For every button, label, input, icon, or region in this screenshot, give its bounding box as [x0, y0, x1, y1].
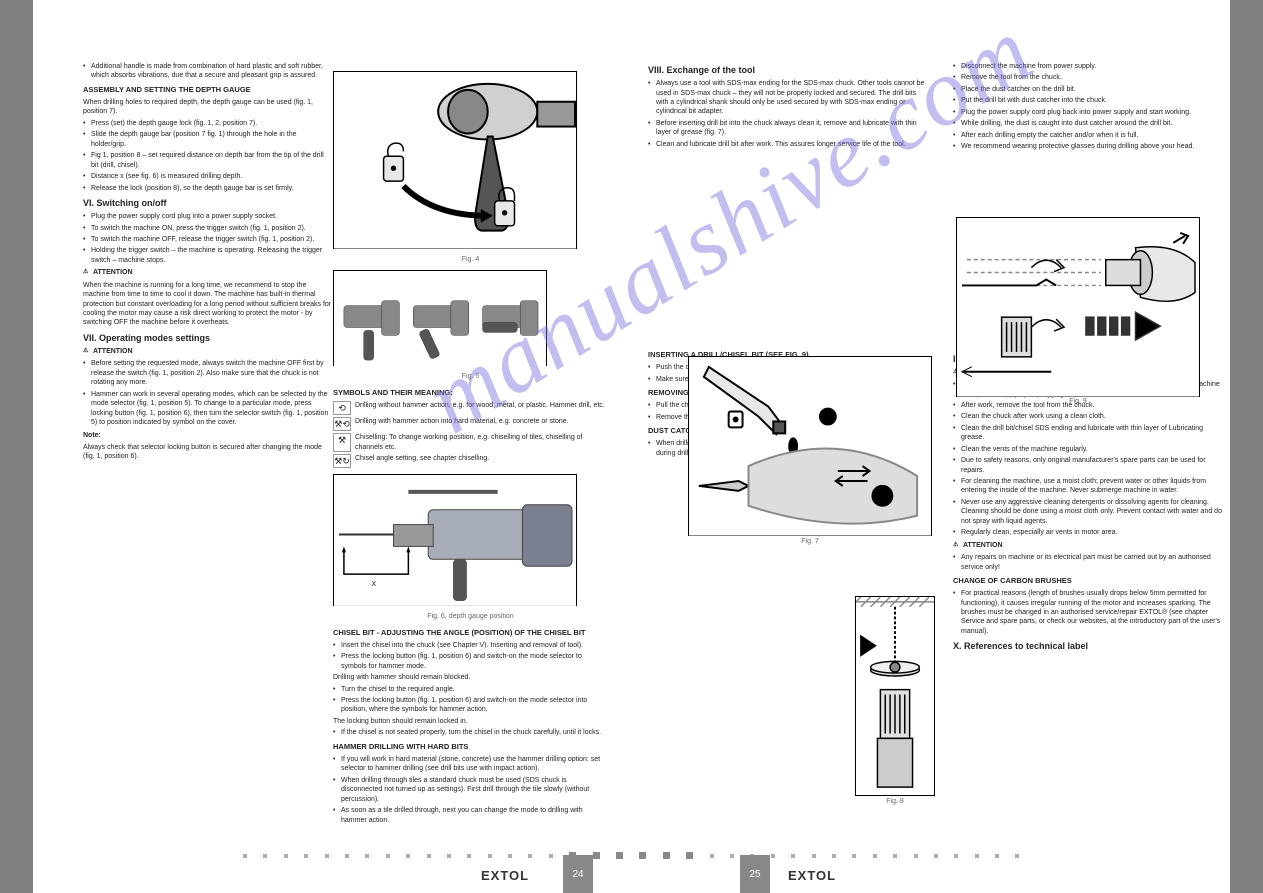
figure-caption: Fig. 7: [688, 538, 932, 545]
para: When drilling holes to required depth, t…: [83, 98, 333, 117]
insert-bit-icon: [957, 218, 1199, 397]
heading: SYMBOLS AND THEIR MEANING:: [333, 388, 608, 398]
para: Any repairs on machine or its electrical…: [953, 553, 1228, 572]
symbol-icon: ⟲: [333, 401, 351, 415]
para: For cleaning the machine, use a moist cl…: [953, 477, 1228, 496]
para: Remove the tool from the chuck.: [953, 73, 1228, 82]
para: Disconnect the machine from power supply…: [953, 62, 1228, 71]
svg-text:x: x: [372, 578, 377, 588]
heading: VII. Operating modes settings: [83, 332, 333, 344]
brand-logo: EXTOL: [481, 868, 529, 883]
symbol-icon: ⚒: [333, 433, 351, 452]
para: Regularly clean, especially air vents in…: [953, 528, 1228, 537]
symbol-label: Drilling without hammer action, e.g. for…: [355, 401, 608, 415]
para: Slide the depth gauge bar (position 7 fi…: [83, 130, 333, 149]
para: Insert the chisel into the chuck (see Ch…: [333, 641, 608, 650]
para: Never use any aggressive cleaning deterg…: [953, 498, 1228, 526]
para: Press the locking button (fig. 1, positi…: [333, 652, 608, 671]
heading: CHISEL BIT - ADJUSTING THE ANGLE (POSITI…: [333, 628, 608, 638]
para: Due to safety reasons, only original man…: [953, 456, 1228, 475]
column-2: Fig. 4: [333, 65, 608, 827]
document-page: manualshive.com Additional handle is mad…: [33, 0, 1230, 893]
figure-6: x: [333, 474, 577, 606]
para: Plug the power supply cord plug back int…: [953, 108, 1228, 117]
para: As soon as a tile drilled through, next …: [333, 806, 608, 825]
para: Clean and lubricate drill bit after work…: [648, 140, 928, 149]
para: Drilling with hammer should remain block…: [333, 673, 608, 682]
heading: CHANGE OF CARBON BRUSHES: [953, 576, 1228, 586]
warning-label: ATTENTION: [83, 347, 333, 356]
page-number-left: 24: [563, 855, 593, 893]
symbol-icon: ⚒⟲: [333, 417, 351, 431]
para: If the chisel is not seated properly, tu…: [333, 728, 608, 737]
para: When the machine is running for a long t…: [83, 281, 333, 328]
drill-handle-icon: [334, 72, 576, 249]
para: Turn the chisel to the required angle.: [333, 685, 608, 694]
para: To switch the machine OFF, release the t…: [83, 235, 333, 244]
para: Before inserting drill bit into the chuc…: [648, 119, 928, 138]
para: Additional handle is made from combinati…: [83, 62, 333, 81]
content-area: manualshive.com Additional handle is mad…: [33, 0, 1230, 893]
para: We recommend wearing protective glasses …: [953, 142, 1228, 151]
para: Always check that selector locking butto…: [83, 443, 333, 462]
para: Plug the power supply cord plug into a p…: [83, 212, 333, 221]
para: Put the drill bit with dust catcher into…: [953, 96, 1228, 105]
figure-caption: Fig. 8: [855, 798, 935, 805]
para: Place the dust catcher on the drill bit.: [953, 85, 1228, 94]
symbol-label: Drilling with hammer action into hard ma…: [355, 417, 608, 431]
para: Clean the vents of the machine regularly…: [953, 445, 1228, 454]
figure-4: [333, 71, 577, 249]
figure-7: [688, 356, 932, 536]
figure-5: [333, 270, 547, 366]
para: When drilling through tiles a standard c…: [333, 776, 608, 804]
heading: X. References to technical label: [953, 640, 1228, 652]
dust-catcher-icon: [856, 597, 934, 792]
symbol-label: Chisel angle setting, see chapter chisel…: [355, 454, 608, 468]
para: After each drilling empty the catcher an…: [953, 131, 1228, 140]
depth-gauge-icon: x: [334, 475, 576, 606]
figure-9: [956, 217, 1200, 397]
symbol-icon: ⚒↻: [333, 454, 351, 468]
page-number-right: 25: [740, 855, 770, 893]
para: Hammer can work in several operating mod…: [83, 390, 333, 428]
footer: EXTOL EXTOL 24 25: [33, 845, 1230, 893]
para: To switch the machine ON, press the trig…: [83, 224, 333, 233]
warning-label: ATTENTION: [83, 268, 333, 277]
para: Press (set) the depth gauge lock (fig. 1…: [83, 119, 333, 128]
figure-8: [855, 596, 935, 796]
para: Always use a tool with SDS-max ending fo…: [648, 79, 928, 117]
figure-caption: Fig. 6, depth gauge position: [333, 612, 608, 621]
symbol-label: Chiselling: To change working position, …: [355, 433, 608, 452]
para: Before setting the requested mode, alway…: [83, 359, 333, 387]
para: The locking button should remain locked …: [333, 717, 608, 726]
para: Release the lock (position 8), so the de…: [83, 184, 333, 193]
para: While drilling, the dust is caught into …: [953, 119, 1228, 128]
drill-positions-icon: [334, 271, 546, 366]
heading: VI. Switching on/off: [83, 197, 333, 209]
para: Fig 1, position 8 – set required distanc…: [83, 151, 333, 170]
para: Clean the chuck after work using a clean…: [953, 412, 1228, 421]
heading: VIII. Exchange of the tool: [648, 64, 928, 76]
brand-logo: EXTOL: [788, 868, 836, 883]
para: Press the locking button (fig. 1, positi…: [333, 696, 608, 715]
warning-label: ATTENTION: [953, 541, 1228, 550]
lubricate-icon: [689, 357, 931, 536]
heading: HAMMER DRILLING WITH HARD BITS: [333, 742, 608, 752]
figure-caption: Fig. 9: [956, 398, 1200, 405]
para: Clean the drill bit/chisel SDS ending an…: [953, 424, 1228, 443]
para: If you will work in hard material (stone…: [333, 755, 608, 774]
para: Distance x (see fig. 6) is measured dril…: [83, 172, 333, 181]
column-1: Additional handle is made from combinati…: [83, 60, 333, 464]
para: For practical reasons (length of brushes…: [953, 589, 1228, 636]
para: Holding the trigger switch – the machine…: [83, 246, 333, 265]
figure-caption: Fig. 5: [333, 372, 608, 381]
figure-caption: Fig. 4: [333, 255, 608, 264]
note-label: Note:: [83, 431, 333, 440]
heading: ASSEMBLY AND SETTING THE DEPTH GAUGE: [83, 85, 333, 95]
footer-dots: [243, 854, 1020, 860]
